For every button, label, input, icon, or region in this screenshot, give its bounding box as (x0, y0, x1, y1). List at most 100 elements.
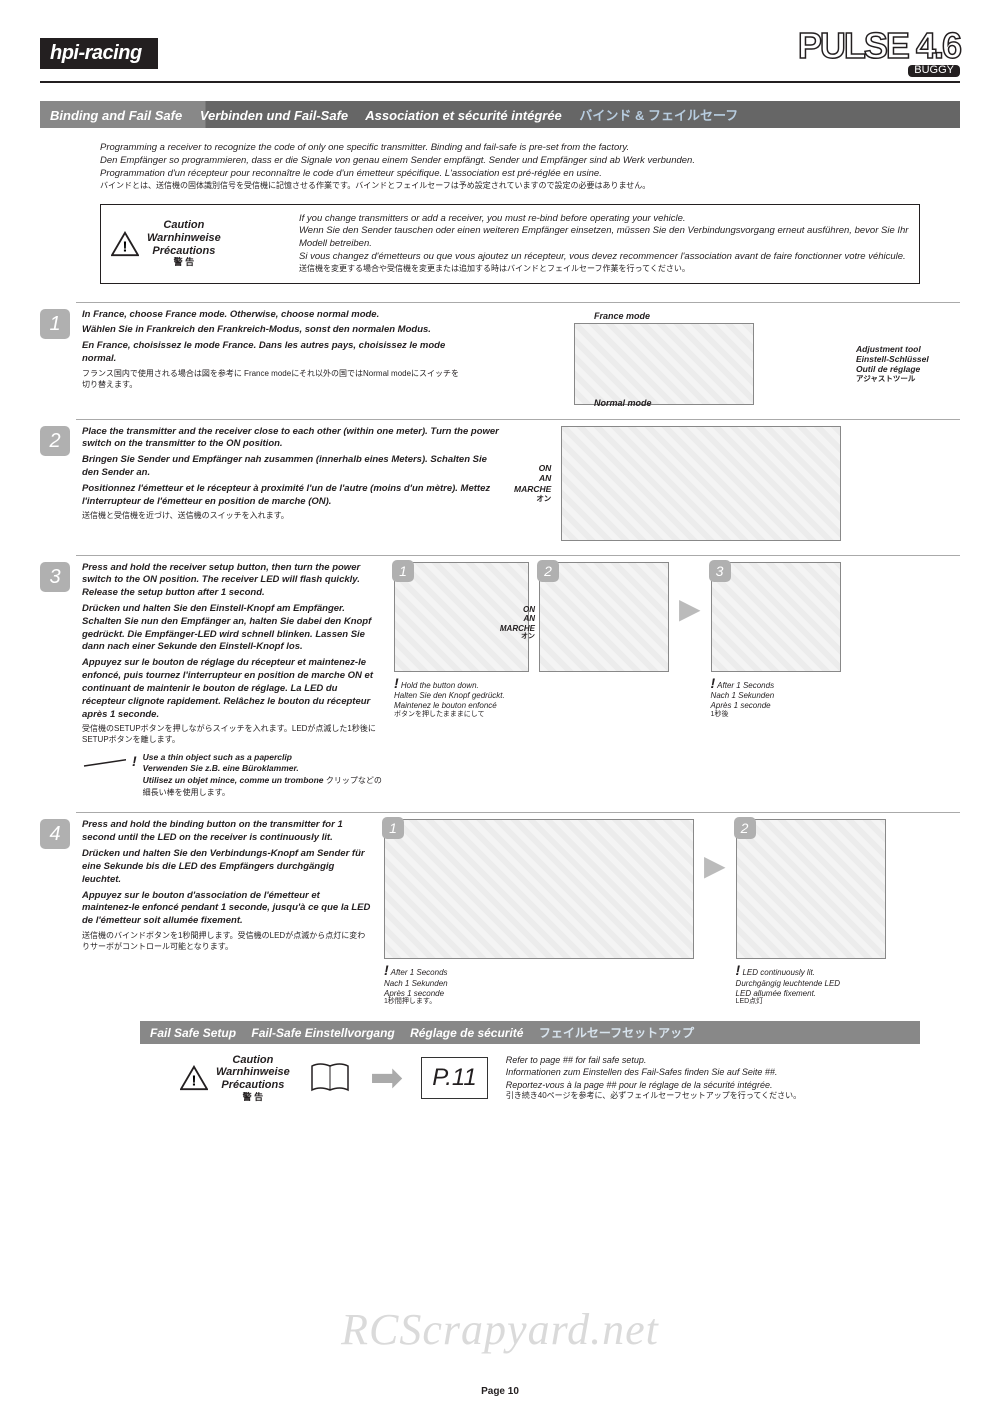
step2-figure (562, 427, 840, 540)
tool-fr: Outil de réglage (856, 364, 920, 374)
tool-jp: アジャストツール (856, 374, 966, 383)
ft-de: Informationen zum Einstellen des Fail-Sa… (506, 1066, 801, 1078)
step3-sub2-figure (540, 563, 668, 671)
step-1-badge: 1 (40, 309, 70, 339)
caution2-en: Caution (232, 1054, 273, 1066)
tip-fr: Utilisez un objet mince, comme un trombo… (143, 775, 324, 785)
page-header: hpi-racing PULSE 4.6 BUGGY (40, 30, 960, 83)
step-2: 2 Place the transmitter and the receiver… (40, 419, 960, 541)
step4-sub1-figure (385, 820, 693, 958)
step-3: 3 Press and hold the receiver setup butt… (40, 555, 960, 799)
on-fr: MARCHE (514, 484, 551, 494)
step2-en: Place the transmitter and the receiver c… (82, 426, 502, 452)
section-title-jp: バインド & フェイルセーフ (579, 108, 738, 123)
caution-de: Warnhinweise (147, 232, 221, 244)
tip-de: Verwenden Sie z.B. eine Büroklammer. (143, 763, 299, 773)
step2-de: Bringen Sie Sender und Empfänger nah zus… (82, 454, 502, 480)
svg-text:!: ! (192, 1072, 197, 1089)
ft-jp: 引き続き40ページを参考に、必ずフェイルセーフセットアップを行ってください。 (506, 1091, 801, 1102)
s4c2-en: LED continuously lit. (742, 968, 814, 977)
ft-en: Refer to page ## for fail safe setup. (506, 1054, 801, 1066)
page-number: Page 10 (0, 1386, 1000, 1397)
sub-badge-2: 2 (537, 560, 559, 582)
s3c3-de: Nach 1 Sekunden (711, 691, 775, 700)
warning-triangle-icon: ! (111, 231, 139, 257)
section-title-de: Verbinden und Fail-Safe (200, 108, 348, 123)
step2-jp: 送信機と受信機を近づけ、送信機のスイッチを入れます。 (82, 511, 502, 522)
on-jp: オン (514, 494, 551, 503)
ft-fr: Reportez-vous à la page ## pour le régla… (506, 1079, 801, 1091)
sub-badge-1b: 1 (382, 817, 404, 839)
step3-tip: ! Use a thin object such as a paperclip … (82, 752, 382, 799)
step3-en: Press and hold the receiver setup button… (82, 562, 382, 600)
step-2-badge: 2 (40, 426, 70, 456)
step4-en: Press and hold the binding button on the… (82, 819, 372, 845)
step1-en: In France, choose France mode. Otherwise… (82, 309, 462, 322)
caution-box: ! Caution Warnhinweise Précautions 警 告 I… (100, 204, 920, 284)
step-divider (76, 555, 960, 556)
intro-fr: Programmation d'un récepteur pour reconn… (100, 168, 920, 181)
step-4: 4 Press and hold the binding button on t… (40, 812, 960, 1006)
failsafe-subtitle: Fail Safe Setup Fail-Safe Einstellvorgan… (140, 1021, 920, 1044)
caution-body-en: If you change transmitters or add a rece… (299, 213, 909, 226)
step3-fr: Appuyez sur le bouton de réglage du réce… (82, 657, 382, 721)
s3c1-jp: ボタンを押したまままにして (394, 711, 529, 719)
s3c1-de: Halten Sie den Knopf gedrückt. (394, 691, 505, 700)
intro-jp: バインドとは、送信機の固体識別信号を受信機に記憶させる作業です。バインドとフェイ… (100, 181, 920, 192)
sub-badge-1: 1 (392, 560, 414, 582)
caution-body-jp: 送信機を変更する場合や受信機を変更または追加する時はバインドとフェイルセーフ作業… (299, 264, 909, 275)
s3c3-jp: 1秒後 (711, 711, 841, 719)
s4c2-jp: LED点灯 (736, 998, 886, 1006)
step3-de: Drücken und halten Sie den Einstell-Knop… (82, 603, 382, 654)
paperclip-icon (82, 752, 126, 770)
product-subtitle: BUGGY (908, 65, 960, 77)
caution-fr: Précautions (152, 245, 215, 257)
s3c1-fr: Maintenez le bouton enfoncé (394, 701, 497, 710)
svg-text:!: ! (123, 238, 128, 255)
france-mode-label: France mode (594, 311, 650, 322)
arrow-icon: ▶ (679, 562, 701, 625)
step-4-badge: 4 (40, 819, 70, 849)
section-title-bar: Binding and Fail Safe Verbinden und Fail… (40, 101, 960, 128)
tool-de: Einstell-Schlüssel (856, 354, 929, 364)
caution2-fr: Précautions (221, 1079, 284, 1091)
s4c1-en: After 1 Seconds (391, 968, 448, 977)
s3c3-en: After 1 Seconds (717, 681, 774, 690)
step3-jp: 受信機のSETUPボタンを押しながらスイッチを入れます。LEDが点滅した1秒後に… (82, 724, 382, 746)
sub-en: Fail Safe Setup (150, 1026, 236, 1040)
step1-figure (575, 324, 753, 404)
bang-icon: ! (132, 752, 137, 771)
step4-fr: Appuyez sur le bouton d'association de l… (82, 890, 372, 928)
step2-fr: Positionnez l'émetteur et le récepteur à… (82, 483, 502, 509)
tool-en: Adjustment tool (856, 344, 921, 354)
normal-mode-label: Normal mode (594, 398, 652, 409)
sub-fr: Réglage de sécurité (410, 1026, 523, 1040)
section-title-fr: Association et sécurité intégrée (365, 108, 562, 123)
sub-badge-2b: 2 (734, 817, 756, 839)
watermark: RCScrapyard.net (0, 1304, 1000, 1355)
intro-de: Den Empfänger so programmieren, dass er … (100, 155, 920, 168)
step4-de: Drücken und halten Sie den Verbindungs-K… (82, 848, 372, 886)
step-3-badge: 3 (40, 562, 70, 592)
caution-body-fr: Si vous changez d'émetteurs ou que vous … (299, 251, 909, 264)
on-en: ON (539, 463, 552, 473)
product-name: PULSE 4.6 (798, 30, 960, 62)
s4c2-de: Durchgängig leuchtende LED (736, 979, 841, 988)
step-1: 1 In France, choose France mode. Otherwi… (40, 302, 960, 405)
section-title-en: Binding and Fail Safe (50, 108, 182, 123)
step-divider (76, 419, 960, 420)
step1-fr: En France, choisissez le mode France. Da… (82, 340, 462, 366)
warning-triangle-icon: ! (180, 1065, 208, 1091)
brand-logo: hpi-racing (40, 38, 158, 69)
sub-jp: フェイルセーフセットアップ (539, 1026, 694, 1040)
s4c1-jp: 1秒間押します。 (384, 998, 694, 1006)
caution-label-group: ! Caution Warnhinweise Précautions 警 告 (111, 219, 281, 267)
intro-en: Programming a receiver to recognize the … (100, 142, 920, 155)
sub-de: Fail-Safe Einstellvorgang (251, 1026, 394, 1040)
step1-de: Wählen Sie in Frankreich den Frankreich-… (82, 324, 462, 337)
caution-en: Caution (163, 219, 204, 231)
manual-book-icon (308, 1060, 352, 1096)
sub-badge-3: 3 (709, 560, 731, 582)
intro-block: Programming a receiver to recognize the … (100, 142, 920, 191)
caution2-jp: 警 告 (216, 1092, 290, 1102)
